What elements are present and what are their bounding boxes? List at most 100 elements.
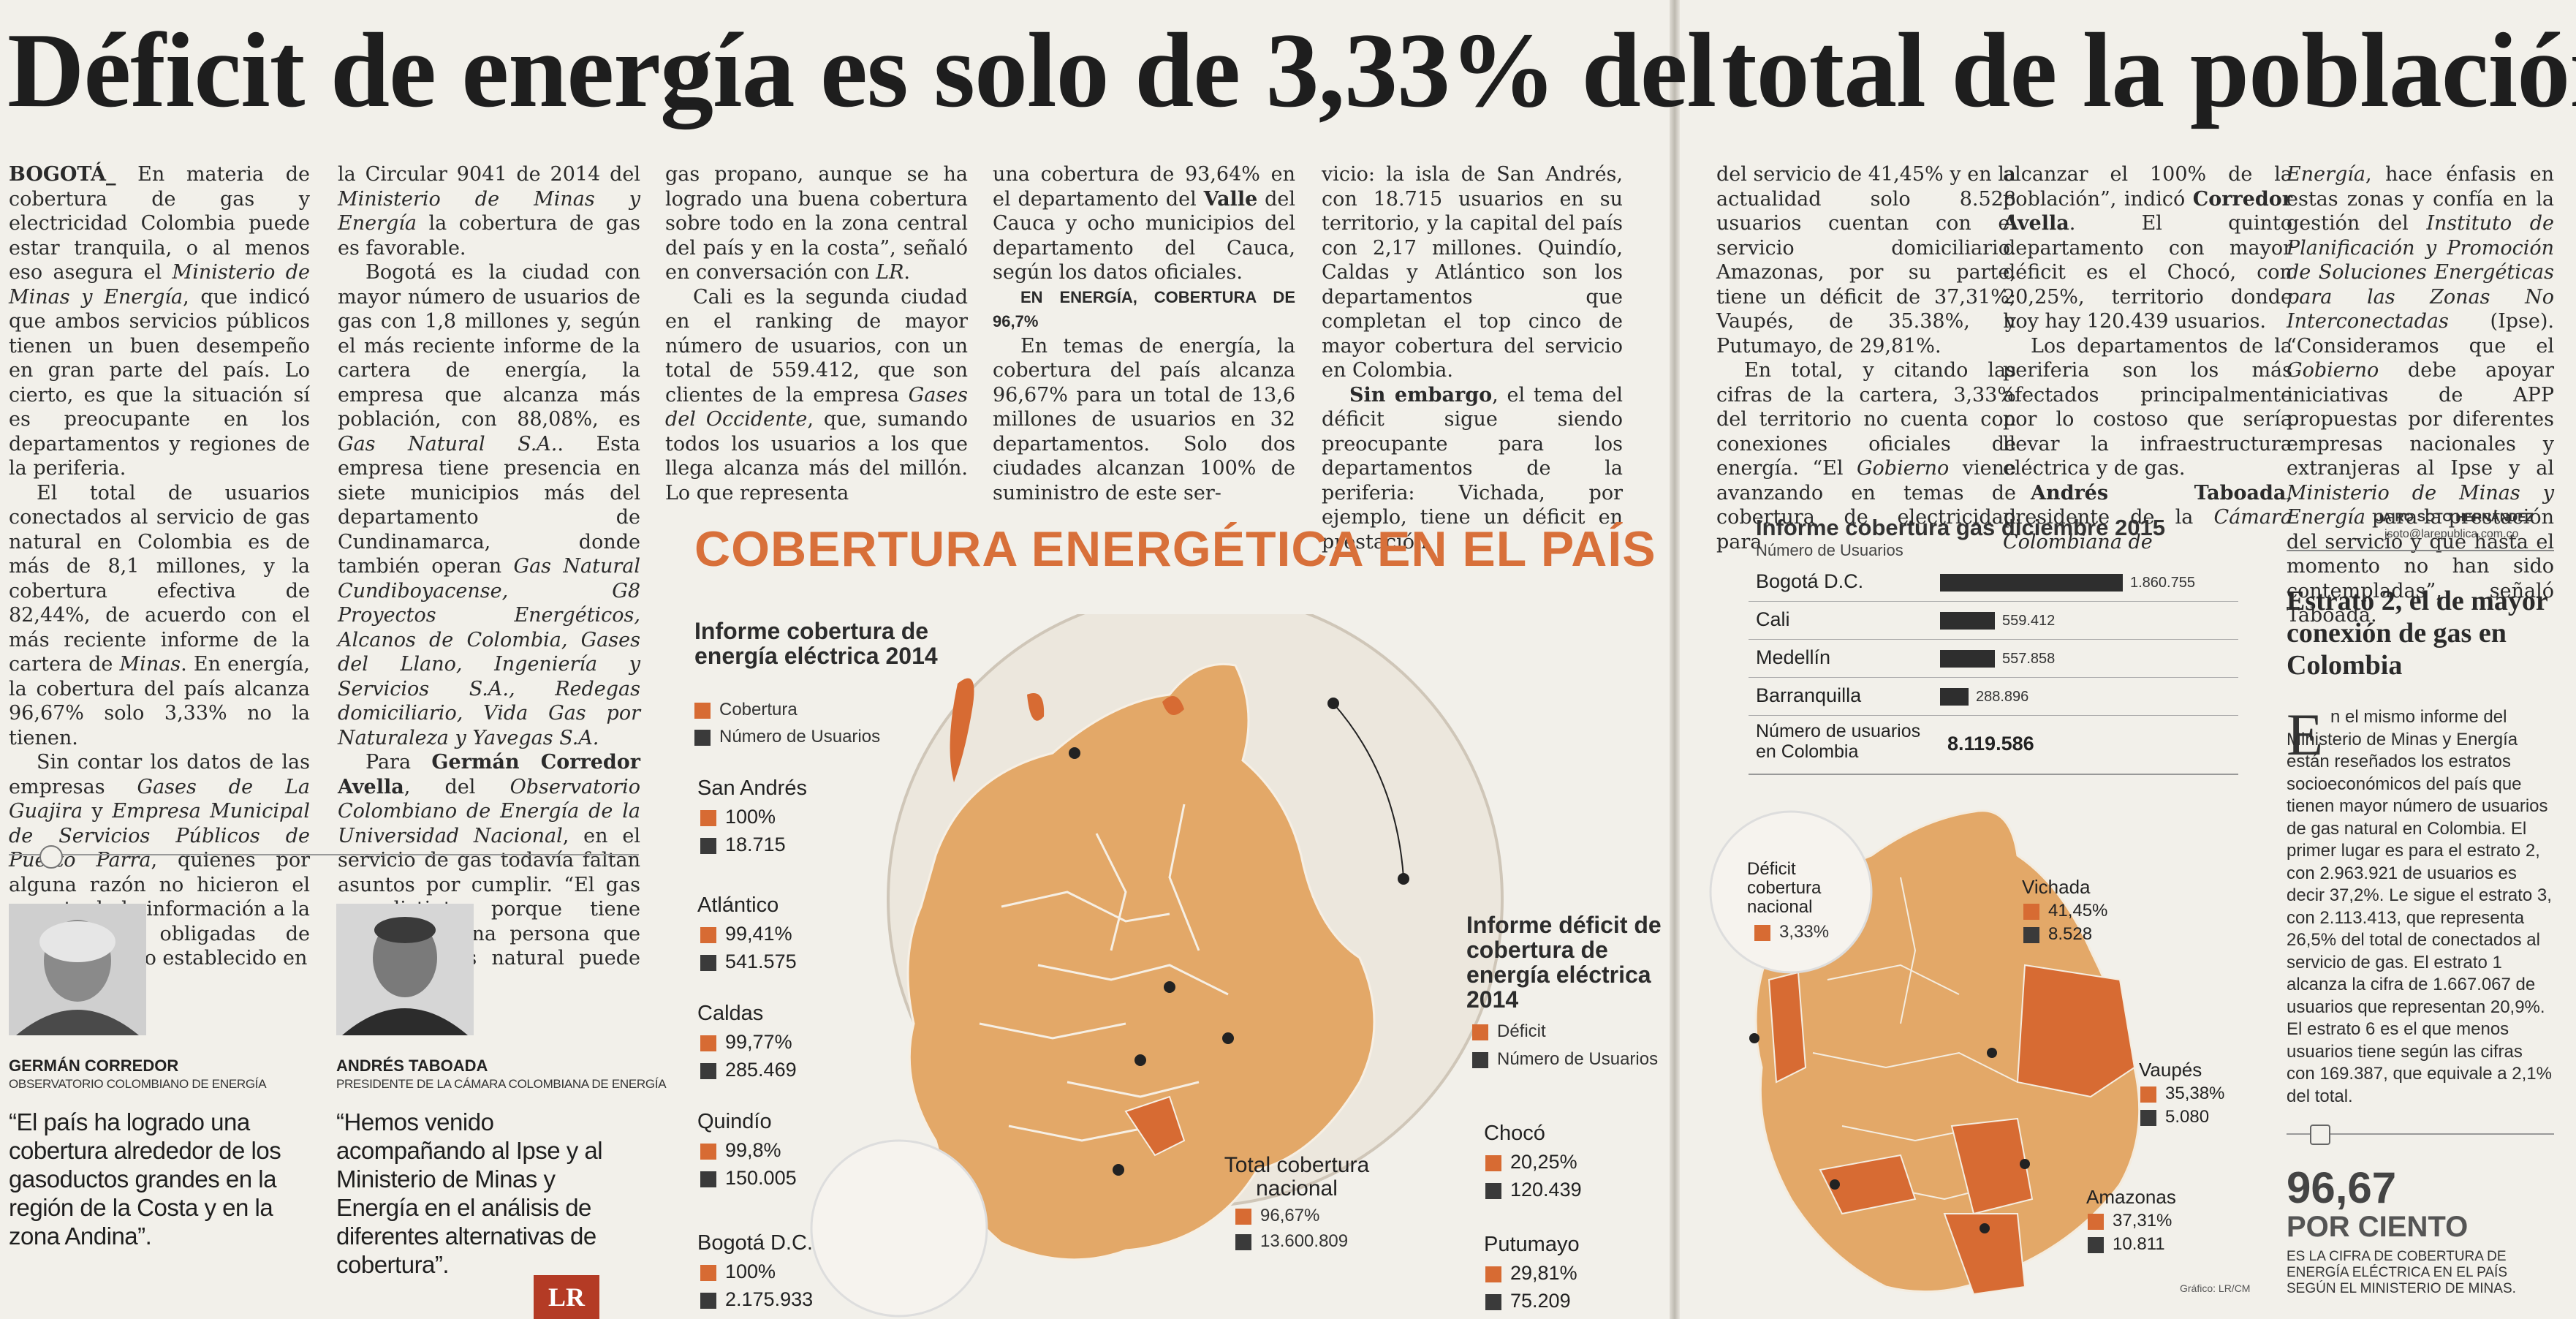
coverage-region-users: 2.175.933 (700, 1288, 813, 1311)
coverage-region-users: 285.469 (700, 1059, 797, 1081)
big-number: 96,67 (2287, 1163, 2397, 1212)
deficit-legend-pct: Déficit (1472, 1021, 1546, 1042)
coverage-report-title: Informe cobertura de energía eléctrica 2… (694, 618, 938, 669)
article-paragraph: BOGOTÁ_ En materia de cobertura de gas y… (9, 163, 311, 480)
coverage-region-name: San Andrés (697, 776, 807, 800)
quote-2-text: “Hemos venido acompañando al Ipse y al M… (336, 1108, 603, 1278)
sidebar-top-rule (2287, 550, 2554, 551)
deficit-region-pct: 37,31% (2088, 1211, 2172, 1231)
big-number-unit: POR CIENTO (2287, 1211, 2469, 1243)
big-number-caption: ES LA CIFRA DE COBERTURA DE ENERGÍA ELÉC… (2287, 1249, 2516, 1296)
gas-chart-bar (1940, 650, 1995, 668)
national-deficit-pct: 3,33% (1754, 922, 1829, 942)
deficit-region-users: 75.209 (1485, 1290, 1571, 1312)
headline-left: Déficit de energía es solo de 3,33% del (7, 11, 1716, 129)
article-paragraph: vicio: la isla de San Andrés, con 18.715… (1322, 163, 1623, 382)
deficit-region-pct: 41,45% (2023, 901, 2107, 921)
coverage-region-users: 18.715 (700, 834, 786, 856)
article-paragraph: gas propano, aunque se ha logrado una bu… (665, 163, 968, 284)
coverage-region-users: 541.575 (700, 950, 797, 973)
quote-1-name: GERMÁN CORREDOR (9, 1057, 179, 1075)
gas-chart-row-rule (1749, 601, 2238, 602)
article-paragraph: alcanzar el 100% de la población”, indic… (2003, 163, 2292, 333)
coverage-region-name: Atlántico (697, 893, 779, 917)
gas-chart-category: Barranquilla (1756, 684, 1862, 706)
article-paragraph: Bogotá es la ciudad con mayor número de … (338, 261, 640, 749)
gas-chart-category: Medellín (1756, 646, 1831, 668)
quotes-rule (9, 854, 639, 855)
deficit-region-pct: 29,81% (1485, 1262, 1577, 1285)
colombia-coverage-map (810, 614, 1504, 1318)
sidebar-text: n el mismo informe del Ministerio de Min… (2287, 707, 2552, 1106)
article-subhead: EN ENERGÍA, COBERTURA DE 96,7% (993, 287, 1295, 331)
article-paragraph: Energía, hace énfasis en estas zonas y c… (2287, 163, 2554, 627)
article-paragraph: la Circular 9041 de 2014 del Ministerio … (338, 163, 640, 260)
coverage-region-name: Caldas (697, 1002, 764, 1025)
sidebar-rule (2287, 1133, 2554, 1135)
portrait-german-corredor (9, 904, 146, 1035)
total-coverage-users: 13.600.809 (1235, 1231, 1348, 1252)
article-column-8: Energía, hace énfasis en estas zonas y c… (2287, 162, 2554, 628)
article-paragraph: del servicio de 41,45% y en la actualida… (1716, 163, 2016, 358)
coverage-region-pct: 99,41% (700, 923, 792, 945)
coverage-region-pct: 99,8% (700, 1139, 781, 1162)
deficit-region-users: 8.528 (2023, 924, 2092, 945)
portrait-andres-taboada (336, 904, 474, 1035)
gas-chart-value: 1.860.755 (2130, 575, 2195, 591)
coverage-region-pct: 99,77% (700, 1031, 792, 1054)
page-fold (1670, 0, 1680, 1319)
article-column-5: vicio: la isla de San Andrés, con 18.715… (1322, 162, 1623, 554)
article-paragraph: una cobertura de 93,64% en el departamen… (993, 163, 1295, 284)
quote-2-role: PRESIDENTE DE LA CÁMARA COLOMBIANA DE EN… (336, 1077, 667, 1091)
infographic-title: COBERTURA ENERGÉTICA EN EL PAÍS (694, 521, 1656, 577)
coverage-region-name: Bogotá D.C. (697, 1231, 813, 1255)
byline-email: jsoto@larepublica.com.co (2384, 528, 2519, 540)
quote-1-role: OBSERVATORIO COLOMBIANO DE ENERGÍA (9, 1077, 267, 1091)
total-coverage-label: Total cobertura nacional (1224, 1153, 1370, 1201)
gas-chart-category: Cali (1756, 608, 1790, 630)
coverage-region-pct: 100% (700, 806, 776, 828)
article-paragraph: Andrés Taboada, presidente de la Cámara … (2003, 481, 2292, 553)
deficit-legend-users: Número de Usuarios (1472, 1049, 1658, 1070)
gas-total-label: Número de usuarios en Colombia (1756, 721, 1921, 762)
article-column-7: alcanzar el 100% de la población”, indic… (2003, 162, 2292, 554)
gas-chart-row-rule (1749, 677, 2238, 678)
gas-chart-bar (1940, 688, 1969, 706)
deficit-region-pct: 35,38% (2140, 1084, 2224, 1104)
coverage-legend-pct: Cobertura (694, 700, 798, 720)
headline-right: total de la población (1721, 11, 2576, 129)
gas-chart-bar (1940, 612, 1995, 630)
deficit-region-name: Putumayo (1484, 1233, 1580, 1256)
deficit-region-name: Chocó (1484, 1122, 1545, 1145)
gas-chart-bottom-rule (1749, 774, 2238, 775)
deficit-region-users: 120.439 (1485, 1179, 1582, 1201)
gas-total-value: 8.119.586 (1947, 733, 2034, 755)
national-deficit-label: Déficit cobertura nacional (1747, 859, 1822, 917)
deficit-report-title: Informe déficit de cobertura de energía … (1466, 912, 1662, 1013)
deficit-region-name: Amazonas (2086, 1186, 2176, 1208)
sidebar-marker-icon (2310, 1125, 2330, 1145)
article-column-6: del servicio de 41,45% y en la actualida… (1716, 162, 2016, 554)
quote-2-name: ANDRÉS TABOADA (336, 1057, 488, 1075)
article-paragraph: Los departamentos de la periferia son lo… (2003, 334, 2292, 480)
sidebar-dropcap: E (2287, 701, 2324, 768)
deficit-region-users: 5.080 (2140, 1107, 2209, 1127)
deficit-region-name: Vichada (2022, 876, 2091, 898)
magnifier-icon (39, 845, 63, 869)
gas-chart-subtitle: Número de Usuarios (1756, 541, 1903, 559)
article-paragraph: El total de usuarios conectados al servi… (9, 481, 310, 749)
article-column-4: una cobertura de 93,64% en el departamen… (993, 162, 1295, 505)
gas-chart-value: 557.858 (2002, 651, 2056, 667)
article-column-3: gas propano, aunque se ha logrado una bu… (665, 162, 968, 505)
article-paragraph: En total, y citando las cifras de la car… (1716, 359, 2016, 553)
colombia-deficit-map (1709, 809, 2141, 1296)
article-paragraph: Sin embargo, el tema del déficit sigue s… (1322, 383, 1623, 553)
total-coverage-pct: 96,67% (1235, 1206, 1319, 1226)
coverage-region-users: 150.005 (700, 1167, 797, 1190)
graphic-credit: Gráfico: LR/CM (2180, 1282, 2251, 1294)
coverage-region-name: Quindío (697, 1110, 772, 1133)
article-column-1: BOGOTÁ_ En materia de cobertura de gas y… (9, 162, 310, 971)
article-paragraph: En temas de energía, la cobertura del pa… (993, 334, 1295, 504)
byline-name: JAIRO SOTO HERNÁNDEZ (2376, 510, 2534, 524)
